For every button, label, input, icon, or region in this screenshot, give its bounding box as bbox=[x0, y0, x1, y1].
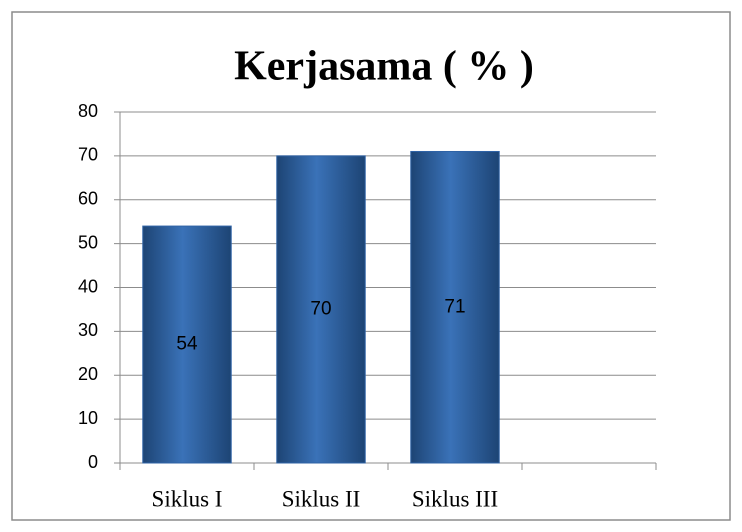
value-label: 70 bbox=[310, 298, 331, 319]
value-label: 54 bbox=[176, 334, 198, 355]
bar bbox=[276, 155, 366, 464]
y-tick-label: 0 bbox=[88, 452, 98, 472]
value-label: 71 bbox=[444, 296, 465, 317]
bar bbox=[142, 225, 232, 464]
y-tick-label: 10 bbox=[78, 408, 98, 428]
chart-border bbox=[11, 11, 731, 521]
y-tick-label: 40 bbox=[78, 276, 98, 296]
x-tick-label: Siklus II bbox=[282, 486, 361, 511]
y-tick-label: 60 bbox=[78, 189, 98, 209]
y-tick-label: 20 bbox=[78, 364, 98, 384]
x-tick-label: Siklus III bbox=[412, 486, 498, 511]
y-tick-label: 80 bbox=[78, 101, 98, 121]
y-tick-label: 30 bbox=[78, 320, 98, 340]
y-tick-label: 70 bbox=[78, 145, 98, 165]
y-tick-label: 50 bbox=[78, 232, 98, 252]
x-tick-label: Siklus I bbox=[152, 486, 223, 511]
chart-title: Kerjasama ( % ) bbox=[234, 44, 534, 90]
bar bbox=[410, 150, 500, 464]
